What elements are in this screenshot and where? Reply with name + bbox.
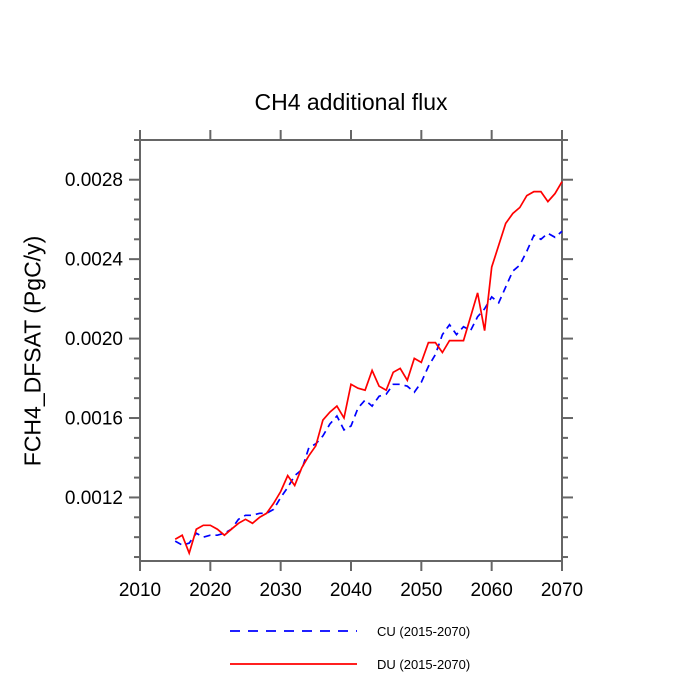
du-series-line [174, 181, 563, 556]
x-tick-label: 2040 [330, 580, 372, 601]
legend-label-du: DU (2015-2070) [377, 656, 471, 672]
du-line-sample-icon [230, 663, 357, 665]
x-tick-label: 2050 [400, 580, 442, 601]
y-tick-label: 0.0020 [65, 329, 123, 350]
y-tick-label: 0.0016 [65, 409, 123, 430]
chart-title: CH4 additional flux [254, 89, 448, 115]
x-tick-label: 2020 [189, 580, 231, 601]
y-tick-label: 0.0024 [65, 250, 124, 271]
cu-series-line [174, 230, 563, 547]
y-tick-label: 0.0012 [65, 488, 123, 509]
x-tick-label: 2060 [471, 580, 513, 601]
cu-line-sample-icon [230, 630, 357, 632]
legend-item-cu: CU (2015-2070) [230, 623, 470, 639]
x-tick-label: 2030 [260, 580, 302, 601]
plot-frame [139, 139, 563, 562]
legend-label-cu: CU (2015-2070) [377, 623, 471, 639]
y-tick-label: 0.0028 [65, 170, 123, 191]
legend-item-du: DU (2015-2070) [230, 656, 470, 672]
x-tick-label: 2010 [119, 580, 161, 601]
x-tick-label: 2070 [541, 580, 583, 601]
